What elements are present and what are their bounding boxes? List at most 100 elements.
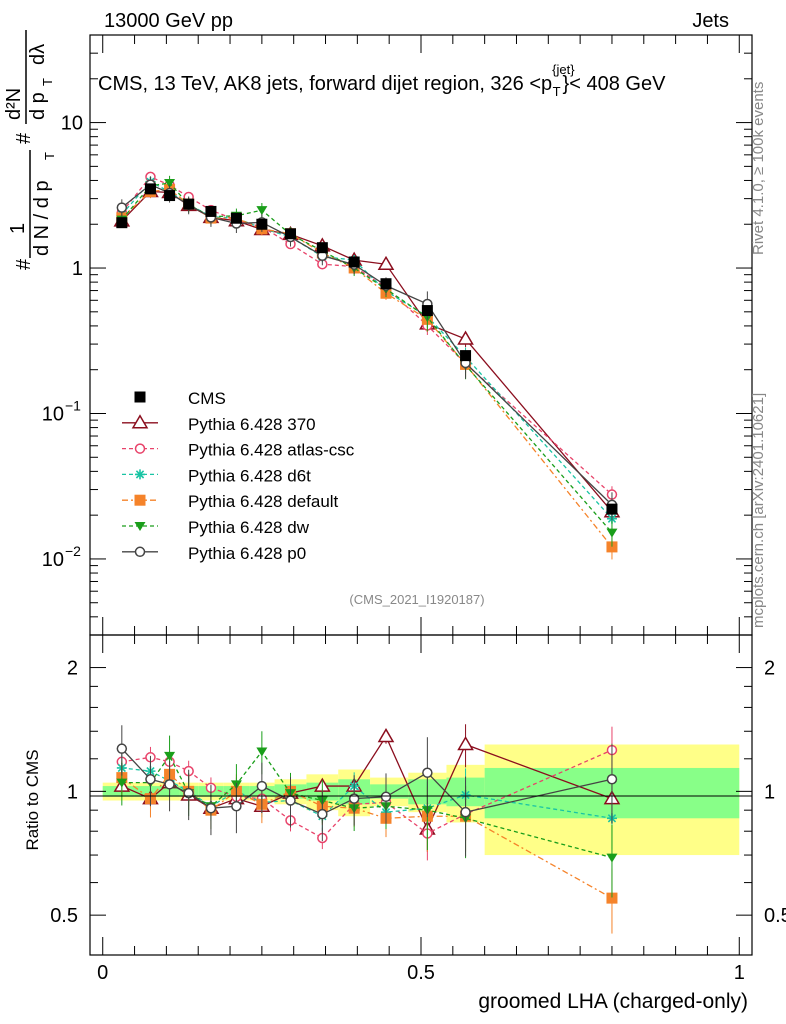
ratio-point-dw [256, 747, 268, 757]
ratio-point-p0 [606, 774, 618, 785]
ratio-point-dw [606, 853, 618, 863]
main-y-tick-label: 10 [42, 549, 64, 571]
main-line-dw [121, 182, 613, 534]
main-point-p370 [457, 330, 474, 345]
x-tick-label: 0.5 [407, 962, 435, 984]
main-point-cms [606, 503, 618, 515]
main-y-axis-label: # 1 d N / d p T # d²N d p T dλ [3, 30, 57, 270]
ratio-y-tick-label-right: 2 [764, 658, 775, 680]
ratio-point-p0 [348, 793, 360, 804]
x-axis-label: groomed LHA (charged-only) [478, 990, 748, 1013]
analysis-tag: (CMS_2021_I1920187) [349, 592, 484, 607]
ratio-point-p0 [231, 800, 242, 812]
ylabel-hash1: # [13, 258, 35, 270]
legend-label-default: Pythia 6.428 default [188, 492, 339, 511]
ylabel-sub-T2: T [40, 78, 55, 86]
ratio-point-p0 [380, 791, 392, 803]
legend-label-cms: CMS [188, 389, 226, 408]
main-point-cms [183, 198, 195, 210]
main-series-group [113, 171, 621, 560]
main-point-p0 [116, 202, 128, 213]
ylabel-d2N: d²N [3, 88, 25, 120]
main-point-dw [256, 206, 268, 216]
ratio-point-p0 [285, 795, 296, 806]
main-y-tick-exponent: −2 [65, 543, 81, 559]
main-point-cms [285, 228, 297, 240]
x-tick-label: 0 [97, 962, 108, 984]
x-tick-label: 1 [734, 962, 745, 984]
legend-marker-cms [134, 391, 146, 403]
ylabel-dlambda: dλ [27, 44, 49, 65]
main-point-default [606, 541, 618, 553]
legend-marker-dw [134, 522, 146, 531]
energy-label: 13000 GeV pp [104, 10, 233, 32]
main-point-dw [606, 528, 618, 538]
ratio-y-tick-label-left: 0.5 [50, 905, 78, 927]
plot-title: CMS, 13 TeV, AK8 jets, forward dijet reg… [98, 62, 666, 99]
title-end: }< 408 GeV [563, 73, 667, 95]
ratio-point-p0 [256, 780, 268, 792]
legend: CMS Pythia 6.428 370 Pythia 6.428 atlas-cs… [122, 389, 355, 563]
ratio-point-dw [116, 778, 128, 788]
mcplots-label: mcplots.cern.ch [arXiv:2401.10621] [750, 393, 767, 628]
legend-marker-d6t [135, 469, 145, 480]
ratio-series-group [113, 724, 621, 934]
ratio-point-p0 [183, 787, 194, 799]
ratio-y-tick-label-left: 1 [67, 781, 78, 803]
ratio-point-p0 [205, 802, 217, 814]
ylabel-hash2: # [13, 132, 35, 144]
ratio-point-p0 [460, 806, 471, 818]
main-point-cms [205, 205, 217, 217]
ratio-line-d6t [121, 767, 613, 819]
main-point-cms [380, 278, 392, 290]
ratio-point-default [606, 892, 618, 904]
main-point-p370 [377, 255, 395, 271]
main-point-cms [256, 218, 268, 230]
band-inner-bin [370, 784, 409, 799]
rivet-version-label: Rivet 4.1.0, ≥ 100k events [750, 82, 767, 255]
ylabel-den: d N / d p [31, 180, 53, 256]
ratio-point-p0 [422, 767, 433, 778]
legend-marker-p370 [131, 414, 149, 429]
main-point-dw [164, 178, 176, 188]
ratio-point-dw [164, 751, 176, 761]
main-point-cms [164, 190, 176, 202]
band-inner-bin [134, 786, 161, 797]
main-point-cms [460, 350, 472, 362]
process-label: Jets [692, 10, 729, 32]
ratio-y-tick-label-right: 0.5 [764, 905, 786, 927]
ratio-y-tick-label-left: 2 [67, 658, 78, 680]
legend-label-atlas: Pythia 6.428 atlas-csc [188, 441, 355, 460]
ratio-point-p0 [145, 774, 156, 785]
main-point-cms [144, 183, 156, 195]
main-y-tick-label: 1 [72, 258, 83, 280]
ratio-point-p0 [116, 743, 128, 754]
main-point-cms [230, 212, 242, 224]
legend-marker-default [134, 494, 146, 506]
legend-marker-p0 [134, 546, 146, 558]
ratio-point-p0 [164, 779, 175, 790]
ratio-point-p0 [317, 808, 328, 820]
legend-marker-atlas [134, 443, 146, 454]
ylabel-sub-T: T [42, 152, 57, 160]
main-y-tick-label: 10 [61, 113, 83, 135]
ylabel-num: 1 [7, 223, 29, 234]
ratio-line-dw [121, 750, 613, 859]
main-point-cms [116, 217, 128, 229]
ratio-y-axis-label: Ratio to CMS [23, 749, 42, 850]
ratio-point-p370 [377, 727, 395, 743]
title-sup-jet: {jet} [552, 62, 575, 77]
title-sub-T: T [553, 84, 561, 99]
ratio-point-p370 [457, 736, 474, 751]
legend-label-p370: Pythia 6.428 370 [188, 415, 316, 434]
main-point-cms [421, 305, 433, 317]
title-main: CMS, 13 TeV, AK8 jets, forward dijet reg… [98, 73, 552, 95]
main-y-tick-exponent: −1 [65, 397, 81, 413]
main-y-tick-label: 10 [42, 403, 64, 425]
main-line-p370 [121, 190, 613, 513]
main-point-cms [316, 242, 328, 254]
legend-label-p0: Pythia 6.428 p0 [188, 544, 306, 563]
ratio-y-tick-label-right: 1 [764, 781, 775, 803]
